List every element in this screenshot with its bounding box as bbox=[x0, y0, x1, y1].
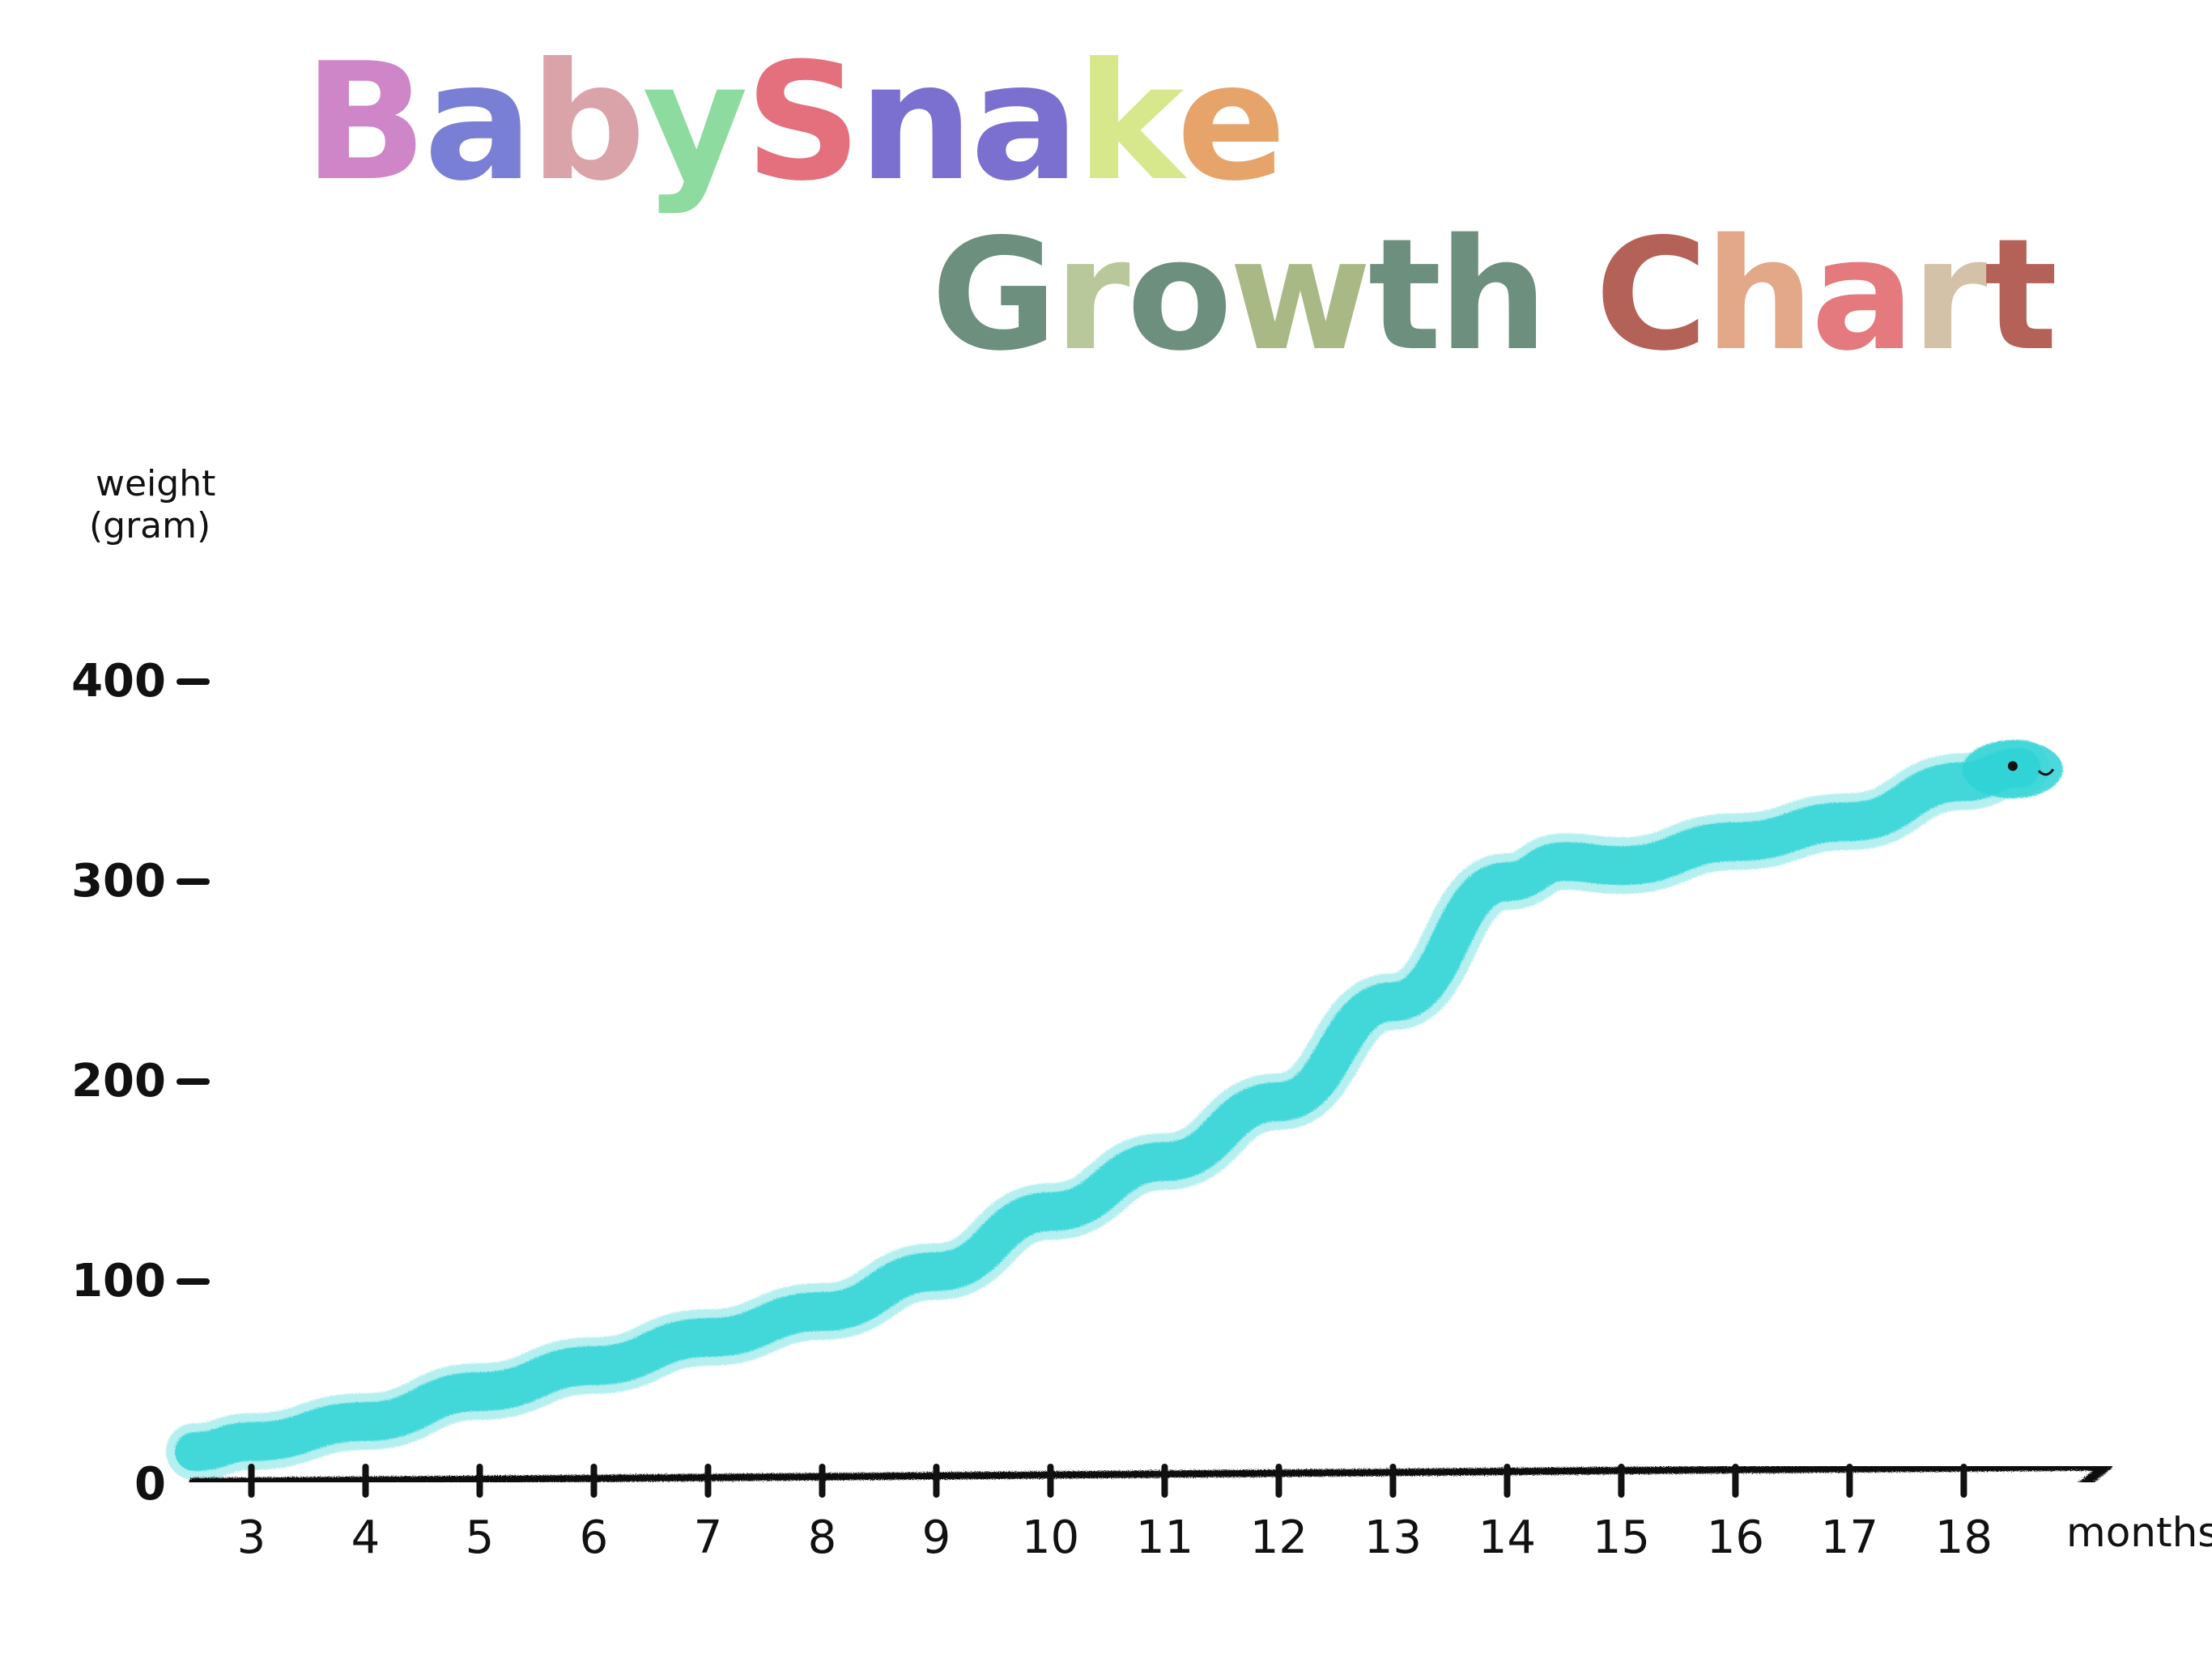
x-tick-label: 10 bbox=[1022, 1511, 1079, 1564]
title-letter: e bbox=[1176, 28, 1283, 217]
x-tick-label: 3 bbox=[237, 1511, 266, 1564]
title-letter: h bbox=[1704, 206, 1810, 385]
series-line-glow bbox=[166, 739, 2049, 1480]
title-letter: r bbox=[1912, 206, 1988, 385]
chart-title-line1: BabySnake bbox=[304, 28, 1283, 217]
x-tick-label: 9 bbox=[922, 1511, 951, 1564]
x-axis bbox=[189, 1435, 2113, 1499]
gridlines bbox=[198, 680, 2085, 1283]
y-tick-label: 300 bbox=[71, 855, 166, 908]
x-tick-label: 12 bbox=[1250, 1511, 1308, 1564]
x-tick-label: 13 bbox=[1364, 1511, 1422, 1564]
series-layer bbox=[166, 739, 2063, 1480]
y-axis-label: weight (gram) bbox=[89, 463, 215, 546]
x-tick-label: 6 bbox=[580, 1511, 609, 1564]
title-letter: b bbox=[530, 28, 642, 217]
chart-title-line2: Growth Chart bbox=[931, 206, 2055, 385]
y-tick-label: 400 bbox=[71, 655, 166, 708]
x-tick-label: 7 bbox=[694, 1511, 723, 1564]
title-letter: t bbox=[1368, 206, 1439, 385]
x-tick-label: 18 bbox=[1935, 1511, 1993, 1564]
axes bbox=[161, 475, 2113, 1499]
title-letter: k bbox=[1076, 28, 1187, 217]
title-letter: r bbox=[1054, 206, 1130, 385]
title-letter: o bbox=[1127, 206, 1230, 385]
y-tick-label: 100 bbox=[71, 1255, 166, 1307]
x-tick-label: 8 bbox=[808, 1511, 837, 1564]
snake-eye bbox=[2007, 761, 2018, 772]
x-tick-label: 14 bbox=[1478, 1511, 1536, 1564]
x-tick-label: 11 bbox=[1136, 1511, 1193, 1564]
x-tick-label: 4 bbox=[351, 1511, 381, 1564]
tick-marks bbox=[177, 678, 1967, 1498]
title-letter: G bbox=[931, 206, 1054, 385]
title-letter: a bbox=[1811, 206, 1912, 385]
y-axis-label-line: weight bbox=[96, 463, 215, 504]
x-axis-label: months bbox=[2066, 1509, 2212, 1556]
title-letter: h bbox=[1439, 206, 1545, 385]
title-letter: B bbox=[304, 28, 423, 217]
title-letter: a bbox=[423, 28, 530, 217]
title-letter: C bbox=[1595, 206, 1704, 385]
x-tick-label: 5 bbox=[466, 1511, 495, 1564]
title-letter: n bbox=[858, 28, 970, 217]
x-tick-label: 15 bbox=[1593, 1511, 1650, 1564]
tick-labels: 3 4 5 6 7 8 9 10 11 12 13 14 15 16 17 18 0 100 200 300 400 bbox=[71, 655, 1993, 1564]
title-letter: S bbox=[745, 28, 858, 217]
series-line bbox=[175, 748, 2040, 1471]
y-tick-label: 0 bbox=[134, 1458, 166, 1511]
y-axis-label-line: (gram) bbox=[89, 505, 211, 546]
title-letter: w bbox=[1229, 206, 1368, 385]
x-tick-label: 16 bbox=[1707, 1511, 1764, 1564]
title-letter: y bbox=[643, 28, 746, 217]
title-letter bbox=[1545, 206, 1595, 385]
title-letter: a bbox=[970, 28, 1076, 217]
snake-smile bbox=[2037, 768, 2055, 776]
title-letter: t bbox=[1984, 206, 2055, 385]
x-tick-label: 17 bbox=[1821, 1511, 1878, 1564]
y-tick-label: 200 bbox=[71, 1055, 166, 1107]
